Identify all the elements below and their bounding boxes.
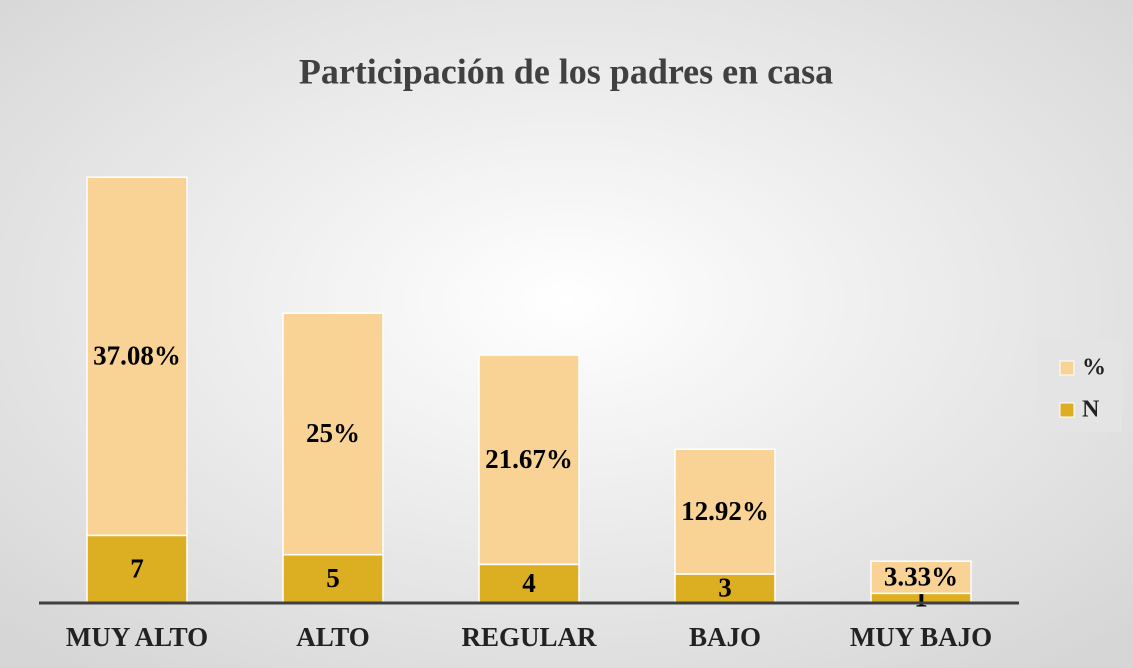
bar-segment	[870, 560, 972, 595]
data-label: 21.67%	[485, 444, 573, 474]
data-label: 3	[718, 573, 732, 603]
data-label: 3.33%	[884, 561, 958, 591]
x-tick-label: REGULAR	[461, 622, 597, 652]
bar-segment	[86, 534, 188, 604]
bar-segment	[86, 176, 188, 537]
legend-label: N	[1082, 397, 1100, 423]
legend-label: %	[1082, 355, 1106, 381]
x-tick-label: MUY ALTO	[66, 622, 208, 652]
data-label: 4	[522, 568, 536, 598]
bar-segment	[282, 553, 384, 604]
bar-segment	[282, 312, 384, 556]
bar-segment	[478, 354, 580, 566]
bar-segment	[674, 448, 776, 575]
x-tick-label: ALTO	[296, 622, 370, 652]
chart-title: Participación de los padres en casa	[299, 51, 833, 91]
data-label: 12.92%	[681, 496, 769, 526]
data-label: 7	[130, 553, 144, 583]
data-label: 37.08%	[93, 340, 181, 370]
legend-swatch	[1059, 402, 1075, 418]
bar-segment	[674, 573, 776, 604]
data-label: 25%	[306, 418, 360, 448]
x-tick-label: BAJO	[689, 622, 761, 652]
legend-box	[1038, 340, 1122, 432]
legend-swatch	[1059, 360, 1075, 376]
data-label: 5	[326, 563, 340, 593]
x-tick-label: MUY BAJO	[850, 622, 992, 652]
